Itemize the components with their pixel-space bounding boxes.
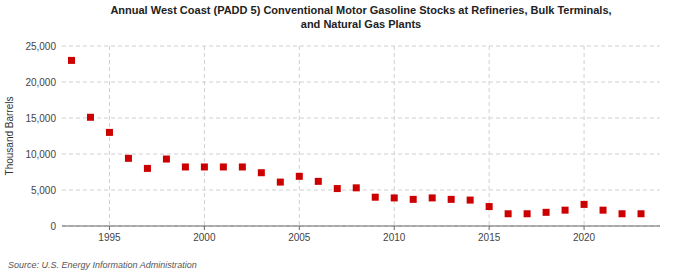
title: Annual West Coast (PADD 5) Conventional … xyxy=(110,4,611,30)
point xyxy=(258,169,265,176)
y-axis-label: Thousand Barrels xyxy=(4,97,15,176)
x-tick xyxy=(394,226,395,230)
y-tick-label: 5,000 xyxy=(31,185,56,196)
point xyxy=(220,163,227,170)
point xyxy=(125,155,132,162)
x-tick xyxy=(584,226,585,230)
x-tick-label: 2010 xyxy=(383,232,406,243)
x-tick xyxy=(109,226,110,230)
point xyxy=(277,179,284,186)
x-grid-line xyxy=(109,46,110,226)
point xyxy=(619,210,626,217)
y-tick-label: 15,000 xyxy=(25,113,56,124)
x-tick-label: 2005 xyxy=(288,232,311,243)
page: {"chart_data": {"type": "scatter", "titl… xyxy=(0,0,675,275)
point xyxy=(524,210,531,217)
chart-container: Annual West Coast (PADD 5) Conventional … xyxy=(0,0,675,275)
y-grid-line xyxy=(62,190,660,191)
x-grid-line xyxy=(584,46,585,226)
y-tick-label: 25,000 xyxy=(25,41,56,52)
point xyxy=(106,129,113,136)
point xyxy=(334,185,341,192)
point xyxy=(201,163,208,170)
x-grid-line xyxy=(299,46,300,226)
y-grid-line xyxy=(62,118,660,119)
points xyxy=(68,57,645,217)
x-tick-label: 2020 xyxy=(573,232,596,243)
y-grid-line xyxy=(62,82,660,83)
point xyxy=(467,197,474,204)
source: Source: U.S. Energy Information Administ… xyxy=(8,260,197,270)
x-axis-line xyxy=(62,226,660,227)
point xyxy=(638,210,645,217)
chart-svg: Annual West Coast (PADD 5) Conventional … xyxy=(0,0,675,275)
point xyxy=(581,201,588,208)
x-tick xyxy=(204,226,205,230)
x-axis: 1995 2000 2005 2010 2015 2020 xyxy=(62,226,660,243)
x-tick-label: 2000 xyxy=(193,232,216,243)
title-line: and Natural Gas Plants xyxy=(301,18,421,30)
point xyxy=(410,196,417,203)
point xyxy=(505,210,512,217)
point xyxy=(353,184,360,191)
point xyxy=(68,57,75,64)
x-tick xyxy=(299,226,300,230)
point xyxy=(296,173,303,180)
y-axis: 0 5,000 10,000 15,000 20,000 25,000 xyxy=(25,41,56,232)
point xyxy=(372,194,379,201)
y-grid-line xyxy=(62,226,660,227)
x-tick-label: 1995 xyxy=(98,232,121,243)
point xyxy=(163,156,170,163)
x-tick-label: 2015 xyxy=(478,232,501,243)
point xyxy=(543,209,550,216)
point xyxy=(391,194,398,201)
point xyxy=(562,207,569,214)
y-grid-line xyxy=(62,46,660,47)
point xyxy=(486,203,493,210)
point xyxy=(239,163,246,170)
y-tick-label: 0 xyxy=(50,221,56,232)
point xyxy=(600,207,607,214)
x-tick xyxy=(489,226,490,230)
title-line: Annual West Coast (PADD 5) Conventional … xyxy=(110,4,611,16)
point xyxy=(144,165,151,172)
x-grid-line xyxy=(489,46,490,226)
point xyxy=(315,178,322,185)
point xyxy=(87,114,94,121)
point xyxy=(182,163,189,170)
grid xyxy=(62,46,660,226)
x-grid-line xyxy=(204,46,205,226)
point xyxy=(448,196,455,203)
y-tick-label: 20,000 xyxy=(25,77,56,88)
point xyxy=(429,194,436,201)
y-tick-label: 10,000 xyxy=(25,149,56,160)
y-grid-line xyxy=(62,154,660,155)
